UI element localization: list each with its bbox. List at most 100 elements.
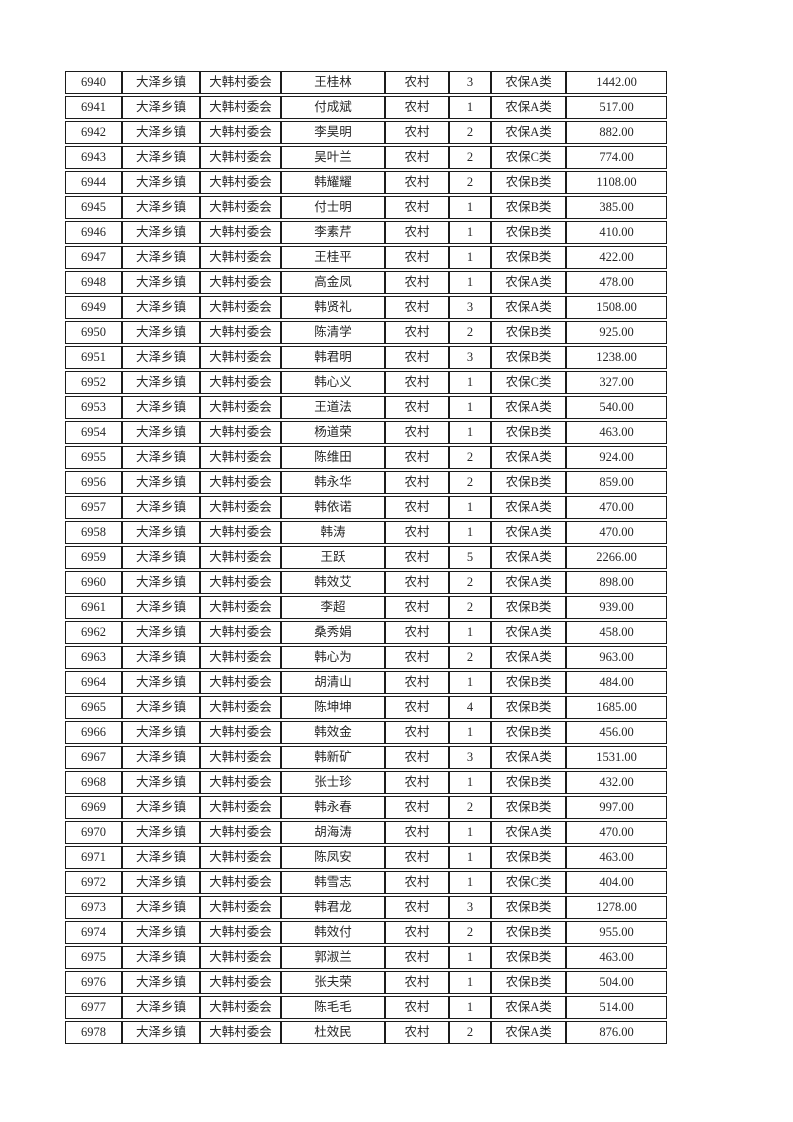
cell-serial-number: 6965 <box>65 696 122 719</box>
table-row: 6948 大泽乡镇 大韩村委会 高金凤 农村 1 农保A类 478.00 <box>65 271 667 294</box>
cell-household-type: 农村 <box>385 746 449 769</box>
cell-village-committee: 大韩村委会 <box>200 946 281 969</box>
cell-insurance-category: 农保B类 <box>491 896 566 919</box>
cell-serial-number: 6950 <box>65 321 122 344</box>
cell-insurance-category: 农保A类 <box>491 296 566 319</box>
cell-amount: 774.00 <box>566 146 667 169</box>
cell-village-committee: 大韩村委会 <box>200 646 281 669</box>
cell-township: 大泽乡镇 <box>122 221 200 244</box>
cell-village-committee: 大韩村委会 <box>200 446 281 469</box>
cell-person-count: 3 <box>449 71 491 94</box>
cell-insurance-category: 农保A类 <box>491 996 566 1019</box>
cell-person-count: 2 <box>449 446 491 469</box>
cell-township: 大泽乡镇 <box>122 496 200 519</box>
cell-person-count: 1 <box>449 96 491 119</box>
cell-insurance-category: 农保A类 <box>491 396 566 419</box>
cell-person-count: 2 <box>449 171 491 194</box>
cell-person-name: 韩涛 <box>281 521 385 544</box>
cell-township: 大泽乡镇 <box>122 171 200 194</box>
cell-insurance-category: 农保B类 <box>491 971 566 994</box>
cell-township: 大泽乡镇 <box>122 796 200 819</box>
cell-township: 大泽乡镇 <box>122 721 200 744</box>
cell-serial-number: 6940 <box>65 71 122 94</box>
cell-serial-number: 6952 <box>65 371 122 394</box>
cell-person-count: 1 <box>449 771 491 794</box>
cell-village-committee: 大韩村委会 <box>200 571 281 594</box>
cell-person-count: 2 <box>449 796 491 819</box>
cell-township: 大泽乡镇 <box>122 71 200 94</box>
cell-insurance-category: 农保A类 <box>491 1021 566 1044</box>
cell-insurance-category: 农保B类 <box>491 321 566 344</box>
cell-insurance-category: 农保B类 <box>491 721 566 744</box>
cell-insurance-category: 农保B类 <box>491 946 566 969</box>
cell-person-name: 韩君明 <box>281 346 385 369</box>
cell-person-name: 韩永春 <box>281 796 385 819</box>
cell-township: 大泽乡镇 <box>122 321 200 344</box>
cell-person-count: 2 <box>449 921 491 944</box>
cell-amount: 470.00 <box>566 821 667 844</box>
cell-amount: 385.00 <box>566 196 667 219</box>
cell-household-type: 农村 <box>385 196 449 219</box>
cell-serial-number: 6949 <box>65 296 122 319</box>
cell-person-count: 1 <box>449 371 491 394</box>
cell-amount: 514.00 <box>566 996 667 1019</box>
cell-serial-number: 6968 <box>65 771 122 794</box>
cell-person-count: 3 <box>449 296 491 319</box>
cell-amount: 422.00 <box>566 246 667 269</box>
cell-township: 大泽乡镇 <box>122 296 200 319</box>
cell-person-name: 郭淑兰 <box>281 946 385 969</box>
cell-amount: 463.00 <box>566 846 667 869</box>
cell-amount: 963.00 <box>566 646 667 669</box>
cell-village-committee: 大韩村委会 <box>200 396 281 419</box>
cell-serial-number: 6966 <box>65 721 122 744</box>
cell-person-count: 1 <box>449 946 491 969</box>
cell-insurance-category: 农保C类 <box>491 146 566 169</box>
cell-household-type: 农村 <box>385 796 449 819</box>
table-row: 6954 大泽乡镇 大韩村委会 杨道荣 农村 1 农保B类 463.00 <box>65 421 667 444</box>
cell-person-count: 1 <box>449 971 491 994</box>
cell-insurance-category: 农保B类 <box>491 221 566 244</box>
cell-amount: 997.00 <box>566 796 667 819</box>
cell-village-committee: 大韩村委会 <box>200 996 281 1019</box>
cell-village-committee: 大韩村委会 <box>200 346 281 369</box>
table-row: 6955 大泽乡镇 大韩村委会 陈维田 农村 2 农保A类 924.00 <box>65 446 667 469</box>
cell-household-type: 农村 <box>385 296 449 319</box>
cell-insurance-category: 农保B类 <box>491 596 566 619</box>
cell-amount: 2266.00 <box>566 546 667 569</box>
cell-person-name: 韩效金 <box>281 721 385 744</box>
cell-village-committee: 大韩村委会 <box>200 621 281 644</box>
cell-village-committee: 大韩村委会 <box>200 221 281 244</box>
pension-roster-table: 6940 大泽乡镇 大韩村委会 王桂林 农村 3 农保A类 1442.00 6941 大泽乡镇 大韩… <box>65 69 667 1046</box>
cell-serial-number: 6948 <box>65 271 122 294</box>
cell-serial-number: 6977 <box>65 996 122 1019</box>
cell-amount: 859.00 <box>566 471 667 494</box>
cell-amount: 478.00 <box>566 271 667 294</box>
cell-village-committee: 大韩村委会 <box>200 796 281 819</box>
cell-person-count: 1 <box>449 271 491 294</box>
cell-insurance-category: 农保A类 <box>491 446 566 469</box>
table-row: 6956 大泽乡镇 大韩村委会 韩永华 农村 2 农保B类 859.00 <box>65 471 667 494</box>
table-row: 6961 大泽乡镇 大韩村委会 李超 农村 2 农保B类 939.00 <box>65 596 667 619</box>
cell-household-type: 农村 <box>385 446 449 469</box>
cell-township: 大泽乡镇 <box>122 521 200 544</box>
cell-amount: 540.00 <box>566 396 667 419</box>
cell-household-type: 农村 <box>385 146 449 169</box>
cell-amount: 939.00 <box>566 596 667 619</box>
cell-serial-number: 6944 <box>65 171 122 194</box>
cell-serial-number: 6970 <box>65 821 122 844</box>
table-row: 6975 大泽乡镇 大韩村委会 郭淑兰 农村 1 农保B类 463.00 <box>65 946 667 969</box>
table-row: 6943 大泽乡镇 大韩村委会 吴叶兰 农村 2 农保C类 774.00 <box>65 146 667 169</box>
cell-household-type: 农村 <box>385 346 449 369</box>
cell-person-name: 李昊明 <box>281 121 385 144</box>
cell-serial-number: 6975 <box>65 946 122 969</box>
cell-person-count: 2 <box>449 321 491 344</box>
cell-person-count: 5 <box>449 546 491 569</box>
cell-amount: 463.00 <box>566 421 667 444</box>
cell-household-type: 农村 <box>385 521 449 544</box>
cell-village-committee: 大韩村委会 <box>200 746 281 769</box>
cell-village-committee: 大韩村委会 <box>200 496 281 519</box>
table-row: 6942 大泽乡镇 大韩村委会 李昊明 农村 2 农保A类 882.00 <box>65 121 667 144</box>
cell-township: 大泽乡镇 <box>122 871 200 894</box>
cell-person-count: 1 <box>449 196 491 219</box>
cell-household-type: 农村 <box>385 671 449 694</box>
